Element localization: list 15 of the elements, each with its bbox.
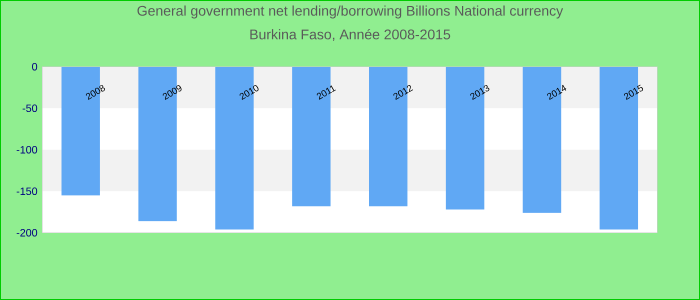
chart-subtitle: Burkina Faso, Année 2008-2015 xyxy=(250,28,450,42)
y-tick-label: -50 xyxy=(22,104,38,112)
x-tick-label: 2009 xyxy=(162,85,182,100)
x-tick-label: 2013 xyxy=(470,85,490,100)
y-tick-label: -200 xyxy=(16,228,38,237)
y-tick-label: -100 xyxy=(16,146,38,154)
x-tick-label: 2008 xyxy=(86,85,106,100)
y-tick-label: 0 xyxy=(32,62,38,71)
x-tick-label: 2011 xyxy=(316,85,336,100)
chart-title: General government net lending/borrowing Billions National currency xyxy=(137,5,564,19)
x-tick-label: 2010 xyxy=(240,85,259,100)
y-tick-label: -150 xyxy=(16,187,38,196)
x-tick-label: 2014 xyxy=(547,84,566,100)
x-tick-label: 2015 xyxy=(624,84,644,100)
x-tick-label: 2012 xyxy=(393,85,414,100)
